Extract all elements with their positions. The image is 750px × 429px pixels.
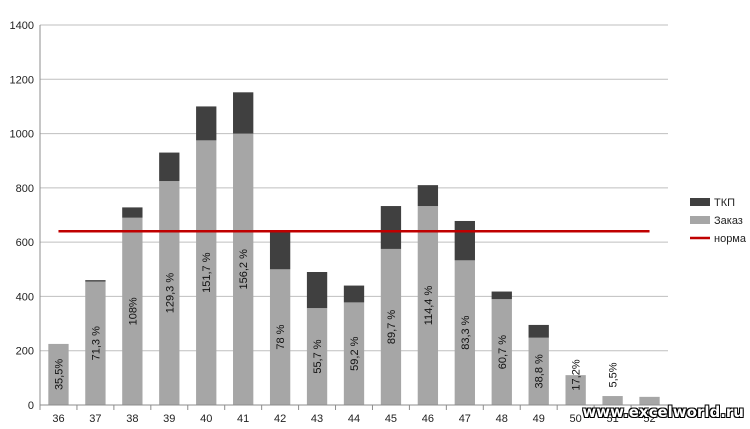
x-tick-label: 51 [606, 413, 618, 425]
bar-zakaz [122, 217, 143, 405]
bar-tkp [196, 106, 217, 141]
legend-swatch [690, 216, 710, 224]
x-tick-label: 48 [496, 413, 508, 425]
legend-label: Заказ [714, 215, 743, 227]
watermark: www.excelworld.ru [582, 403, 744, 421]
x-tick-label: 37 [89, 413, 101, 425]
bar-zakaz [639, 396, 660, 405]
x-tick-label: 49 [533, 413, 545, 425]
data-label: 83,3 % [460, 315, 472, 349]
bar-zakaz [48, 343, 69, 405]
bar-zakaz [528, 337, 549, 405]
x-tick-label: 47 [459, 413, 471, 425]
bar-tkp [343, 285, 365, 303]
data-label: 89,7 % [386, 310, 398, 344]
bar-tkp [417, 185, 439, 207]
bar-tkp [306, 272, 328, 309]
data-label: 38,8 % [534, 354, 546, 388]
data-label: 78 % [275, 324, 287, 349]
legend-label: норма [714, 233, 747, 245]
x-tick-label: 36 [52, 413, 64, 425]
y-tick-label: 1000 [10, 129, 34, 141]
legend-swatch [690, 198, 710, 206]
bar-zakaz [85, 281, 106, 405]
x-tick-label: 52 [643, 413, 655, 425]
bar-tkp [380, 206, 402, 249]
bar-tkp [454, 220, 475, 261]
x-tick-label: 44 [348, 413, 360, 425]
bars [48, 92, 660, 406]
data-label: 108% [127, 297, 139, 325]
bar-tkp [528, 324, 549, 338]
bar-tkp [491, 291, 512, 300]
bar-zakaz [306, 308, 328, 405]
bar-zakaz [602, 396, 623, 405]
y-axis: 0 200 400 600 800 1000 1200 1400 [10, 20, 41, 412]
data-labels: 35,5% 71,3 % 108% 129,3 % 151,7 % 156,2 % 78 %… [53, 249, 619, 391]
bar-tkp [122, 207, 143, 218]
data-label: 55,7 % [312, 339, 324, 373]
legend-label: ТКП [714, 197, 735, 209]
bar-zakaz [454, 260, 475, 405]
bar-zakaz [196, 140, 217, 405]
data-label: 129,3 % [164, 273, 176, 314]
bar-tkp [159, 152, 180, 182]
data-label: 156,2 % [238, 249, 250, 290]
bar-zakaz [269, 269, 291, 405]
bar-zakaz [565, 375, 586, 405]
y-tick-label: 600 [16, 237, 34, 249]
x-tick-label: 39 [163, 413, 175, 425]
data-label: 71,3 % [90, 326, 102, 360]
data-label: 59,2 % [349, 336, 361, 370]
y-tick-label: 1200 [10, 74, 34, 86]
x-tick-label: 42 [274, 413, 286, 425]
bar-zakaz [343, 302, 365, 405]
data-label: 17,2% [571, 359, 583, 390]
bar-zakaz [380, 248, 402, 405]
x-axis: 36 37 38 39 40 41 42 43 44 45 46 47 48 49 50 51 52 [39, 404, 669, 425]
x-tick-label: 46 [422, 413, 434, 425]
bar-zakaz [233, 133, 254, 406]
data-label: 5,5% [608, 362, 620, 387]
bar-tkp [233, 92, 254, 134]
data-label: 60,7 % [497, 335, 509, 369]
y-tick-label: 0 [28, 400, 34, 412]
legend: ТКП Заказ норма [690, 197, 747, 245]
bar-tkp [85, 280, 106, 282]
bar-zakaz [417, 206, 439, 405]
x-tick-label: 41 [237, 413, 249, 425]
data-label: 151,7 % [201, 252, 213, 293]
x-tick-label: 40 [200, 413, 212, 425]
x-tick-label: 43 [311, 413, 323, 425]
y-tick-label: 1400 [10, 20, 34, 32]
y-tick-label: 800 [16, 183, 34, 195]
bar-zakaz [159, 181, 180, 405]
bar-zakaz [491, 299, 512, 405]
data-label: 114,4 % [423, 286, 435, 326]
bar-tkp [269, 231, 291, 270]
data-label: 35,5% [53, 359, 65, 390]
x-tick-label: 50 [570, 413, 582, 425]
y-tick-label: 200 [16, 346, 34, 358]
x-tick-label: 45 [385, 413, 397, 425]
x-tick-label: 38 [126, 413, 138, 425]
y-tick-label: 400 [16, 291, 34, 303]
